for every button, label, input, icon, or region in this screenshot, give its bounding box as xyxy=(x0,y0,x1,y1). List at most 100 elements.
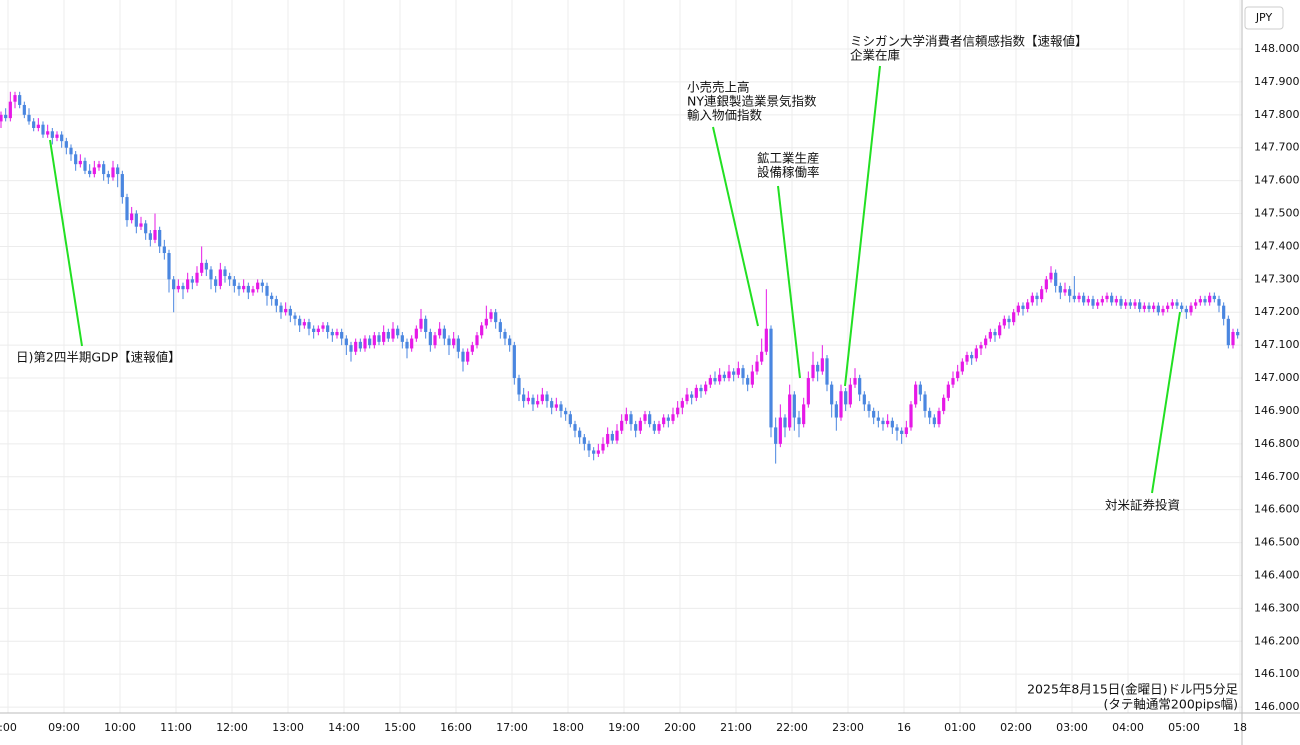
candle-body xyxy=(447,338,451,346)
candle-body xyxy=(4,114,8,119)
x-tick-label: 12:00 xyxy=(216,721,248,734)
candle-body xyxy=(18,95,22,105)
candles xyxy=(0,91,1240,464)
candle-body xyxy=(153,229,157,240)
candle-body xyxy=(895,427,899,431)
candle-body xyxy=(83,160,87,171)
x-tick-label: 10:00 xyxy=(104,721,136,734)
candle-body xyxy=(545,394,549,402)
candle-body xyxy=(55,134,59,138)
candle-body xyxy=(475,335,479,346)
candle-body xyxy=(722,374,726,379)
candle-body xyxy=(1184,308,1188,313)
candle-body xyxy=(97,164,101,168)
y-tick-label: 147.800 xyxy=(1254,108,1300,121)
candle-body xyxy=(120,174,124,198)
candle-body xyxy=(69,147,73,155)
candle-body xyxy=(428,331,432,346)
candle-body xyxy=(377,335,381,342)
candle-body xyxy=(825,358,829,385)
candle-body xyxy=(774,427,778,444)
candle-body xyxy=(452,338,456,346)
y-tick-label: 147.400 xyxy=(1254,239,1300,252)
candle-body xyxy=(1002,318,1006,326)
candle-body xyxy=(302,322,306,326)
candle-body xyxy=(550,401,554,408)
candle-body xyxy=(284,308,288,313)
candle-body xyxy=(46,131,50,135)
candle-body xyxy=(503,331,507,339)
candle-body xyxy=(778,417,782,444)
candle-body xyxy=(354,341,358,352)
candle-body xyxy=(242,285,246,290)
currency-box[interactable] xyxy=(1244,6,1284,30)
candle-body xyxy=(232,279,236,286)
candle-body xyxy=(592,450,596,454)
candle-body xyxy=(111,167,115,178)
candle-body xyxy=(358,341,362,349)
candle-body xyxy=(914,384,918,405)
footnote: 2025年8月15日(金曜日)ドル円5分足 xyxy=(1027,682,1238,697)
candle-body xyxy=(144,223,148,234)
candle-body xyxy=(400,335,404,342)
candle-body xyxy=(1068,289,1072,296)
y-tick-label: 147.200 xyxy=(1254,305,1300,318)
candle-body xyxy=(881,420,885,425)
candle-body xyxy=(867,404,871,411)
candle-body xyxy=(466,351,470,362)
candle-body xyxy=(321,325,325,329)
candle-body xyxy=(708,378,712,385)
candle-body xyxy=(909,404,913,428)
x-tick-label: 17:00 xyxy=(496,721,528,734)
candle-body xyxy=(923,394,927,411)
candle-body xyxy=(578,430,582,438)
candle-body xyxy=(386,331,390,339)
candle-body xyxy=(624,414,628,421)
candle-body xyxy=(615,430,619,441)
candle-body xyxy=(391,328,395,339)
candle-body xyxy=(139,223,143,227)
candle-body xyxy=(172,279,176,290)
y-tick-label: 146.300 xyxy=(1254,601,1300,614)
candle-body xyxy=(918,384,922,395)
y-tick-label: 146.900 xyxy=(1254,404,1300,417)
candle-body xyxy=(1119,299,1123,306)
candle-body xyxy=(1058,285,1062,293)
candle-body xyxy=(433,335,437,346)
candle-body xyxy=(498,322,502,332)
annotation-line xyxy=(777,185,801,379)
candle-body xyxy=(1147,305,1151,309)
candle-body xyxy=(839,391,843,418)
candle-body xyxy=(531,397,535,405)
candle-body xyxy=(1049,272,1053,280)
candle-body xyxy=(536,401,540,405)
candle-body xyxy=(942,397,946,411)
candle-body xyxy=(699,387,703,392)
candle-body xyxy=(680,401,684,408)
x-tick-label: 09:00 xyxy=(48,721,80,734)
candle-body xyxy=(256,282,260,290)
candle-body xyxy=(904,427,908,434)
candle-body xyxy=(946,384,950,398)
x-tick-label: 16:00 xyxy=(440,721,472,734)
candle-body xyxy=(32,121,36,128)
candle-body xyxy=(209,269,213,280)
candle-body xyxy=(60,134,64,142)
candle-body xyxy=(816,364,820,372)
candle-body xyxy=(652,424,656,431)
candle-body xyxy=(526,397,530,402)
candle-body xyxy=(176,285,180,290)
candle-body xyxy=(643,414,647,421)
annotation-line xyxy=(844,65,881,387)
annotation-text: 小売売上高 xyxy=(687,80,750,95)
candle-body xyxy=(200,262,204,273)
candle-body xyxy=(260,282,264,286)
candle-body xyxy=(36,124,40,128)
candle-body xyxy=(64,141,68,148)
candle-body xyxy=(1138,302,1142,309)
annotation-text: 鉱工業生産 xyxy=(757,151,820,166)
candle-body xyxy=(1198,299,1202,303)
candle-body xyxy=(1096,302,1100,306)
candle-body xyxy=(1128,302,1132,306)
